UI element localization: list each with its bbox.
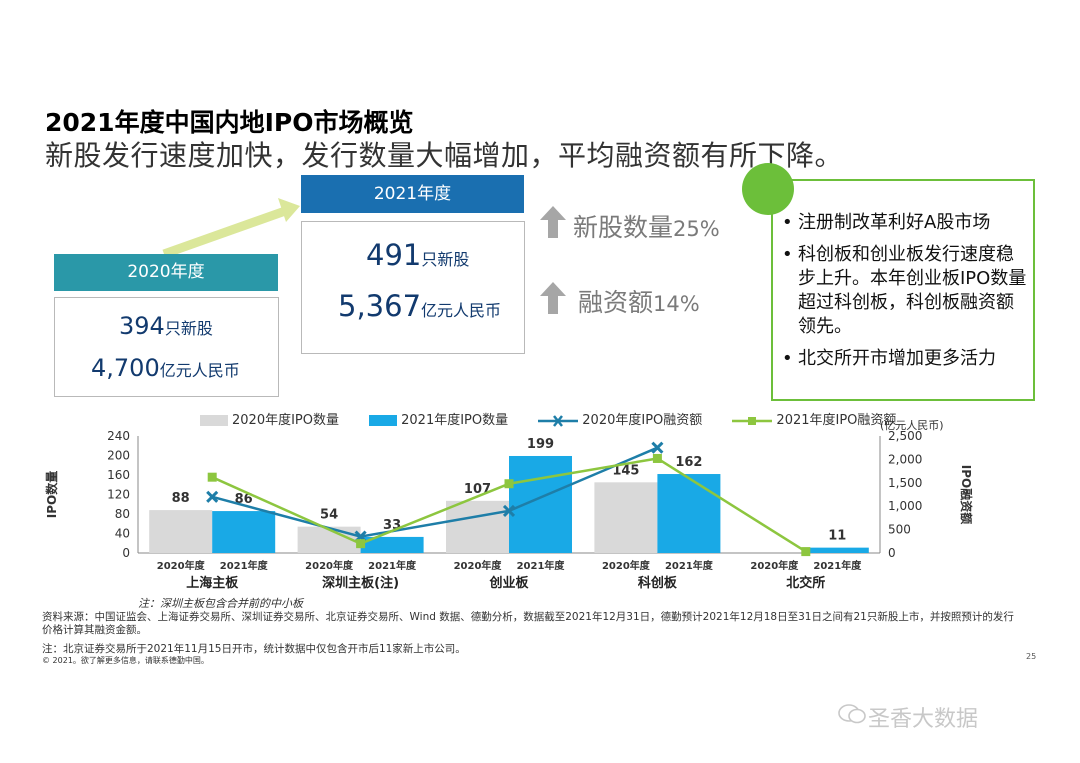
- y2-tick-label: 1,500: [888, 476, 922, 490]
- y2-tick-label: 2,500: [888, 429, 922, 443]
- x-sub-label: 2021年度: [813, 559, 862, 572]
- highlights-list: 注册制改革利好A股市场 科创板和创业板发行速度稳步上升。本年创业板IPO数量超过…: [782, 211, 1027, 379]
- line-point: [207, 472, 217, 482]
- x-category-label: 科创板: [638, 575, 678, 591]
- header-2021: 2021年度: [301, 175, 524, 213]
- x-sub-label: 2020年度: [750, 559, 799, 572]
- bar: [212, 511, 276, 553]
- y2-unit: (亿元人民币): [880, 419, 944, 432]
- source-note: 资料来源：中国证监会、上海证券交易所、深圳证券交易所、北京证券交易所、Wind …: [42, 611, 1014, 636]
- chart-legend: 2020年度IPO数量 2021年度IPO数量 2020年度IPO融资额 202…: [200, 409, 922, 428]
- bar: [360, 536, 424, 553]
- y-tick-label: 240: [107, 429, 130, 443]
- x-sub-label: 2020年度: [454, 559, 503, 572]
- y-axis-title: IPO数量: [44, 471, 59, 518]
- highlight-item: 科创板和创业板发行速度稳步上升。本年创业板IPO数量超过科创板，科创板融资额领先…: [782, 243, 1027, 339]
- ipo-count-2020: 394只新股: [119, 312, 213, 340]
- x-category-label: 创业板: [488, 575, 529, 591]
- ipo-amount-2021: 5,367亿元人民币: [338, 289, 502, 323]
- y2-tick-label: 1,000: [888, 499, 922, 513]
- green-dot-icon: [742, 163, 794, 215]
- bar: [657, 474, 721, 553]
- bar: [149, 510, 213, 553]
- bar-value-label: 54: [320, 508, 338, 523]
- page-title: 2021年度中国内地IPO市场概览: [45, 108, 414, 137]
- growth-amount: 融资额14%: [578, 288, 700, 317]
- bar-value-label: 88: [172, 491, 190, 506]
- bar-value-label: 145: [612, 463, 639, 478]
- x-sub-label: 2020年度: [602, 559, 651, 572]
- y-tick-label: 40: [115, 527, 130, 541]
- y-tick-label: 120: [107, 488, 130, 502]
- x-sub-label: 2020年度: [305, 559, 354, 572]
- line-point: [801, 547, 811, 557]
- wechat-icon: [838, 704, 866, 724]
- y-tick-label: 160: [107, 468, 130, 482]
- summary-box-2021: 491只新股 5,367亿元人民币: [301, 221, 525, 354]
- highlight-item: 注册制改革利好A股市场: [782, 211, 1027, 235]
- bar-value-label: 199: [527, 437, 554, 452]
- legend-item: 2021年度IPO数量: [369, 409, 508, 428]
- bar: [446, 500, 509, 553]
- y2-tick-label: 2,000: [888, 452, 922, 466]
- y-tick-label: 200: [107, 449, 130, 463]
- x-category-label: 深圳主板(注): [322, 575, 399, 591]
- line-point: [504, 479, 514, 489]
- legend-item: 2020年度IPO数量: [200, 409, 339, 428]
- bar: [594, 482, 658, 553]
- series-line: [211, 446, 658, 538]
- y2-tick-label: 0: [888, 546, 896, 560]
- bar: [805, 547, 869, 553]
- ipo-count-2021: 491只新股: [366, 238, 470, 272]
- ipo-amount-2020: 4,700亿元人民币: [91, 354, 240, 382]
- x-category-label: 上海主板: [186, 575, 239, 591]
- x-sub-label: 2021年度: [368, 559, 417, 572]
- header-2020: 2020年度: [54, 254, 278, 291]
- y-tick-label: 0: [122, 546, 130, 560]
- line-point: [356, 539, 366, 549]
- bar: [509, 455, 572, 553]
- trend-arrow: [162, 198, 300, 259]
- line-point: [652, 453, 662, 463]
- page-subtitle: 新股发行速度加快，发行数量大幅增加，平均融资额有所下降。: [45, 139, 844, 172]
- line-point: [206, 490, 219, 503]
- y2-axis-title: IPO融资额: [959, 465, 974, 524]
- page-number: 25: [1026, 652, 1037, 661]
- bse-note: 注：北京证券交易所于2021年11月15日开市，统计数据中仅包含开市后11家新上…: [42, 643, 466, 655]
- legend-item: 2021年度IPO融资额: [732, 409, 896, 428]
- ipo-chart: 0 40 80 120 160 200 240 0 500 1,000 1,500 2,000 2,50…: [44, 429, 974, 591]
- chart-note: 注：深圳主板包含合并前的中小板: [138, 597, 303, 610]
- summary-box-2020: 394只新股 4,700亿元人民币: [54, 297, 279, 397]
- arrow-up-icon: [540, 282, 566, 314]
- x-sub-label: 2021年度: [665, 559, 714, 572]
- line-point: [502, 504, 516, 517]
- highlight-item: 北交所开市增加更多活力: [782, 347, 1027, 371]
- y2-tick-label: 500: [888, 523, 911, 537]
- x-category-label: 北交所: [786, 575, 825, 591]
- watermark: 圣香大数据: [868, 707, 979, 732]
- arrow-up-icon: [540, 206, 566, 238]
- bar-value-label: 11: [828, 529, 846, 544]
- y-tick-label: 80: [115, 507, 130, 521]
- bar-value-label: 162: [675, 455, 702, 470]
- legend-item: 2020年度IPO融资额: [538, 409, 702, 428]
- bar-value-label: 107: [464, 482, 491, 497]
- copyright: © 2021。欲了解更多信息，请联系德勤中国。: [42, 656, 209, 665]
- growth-count: 新股数量25%: [573, 213, 720, 242]
- x-sub-label: 2020年度: [157, 559, 206, 572]
- x-sub-label: 2021年度: [517, 559, 566, 572]
- x-sub-label: 2021年度: [220, 559, 269, 572]
- line-point: [651, 441, 664, 454]
